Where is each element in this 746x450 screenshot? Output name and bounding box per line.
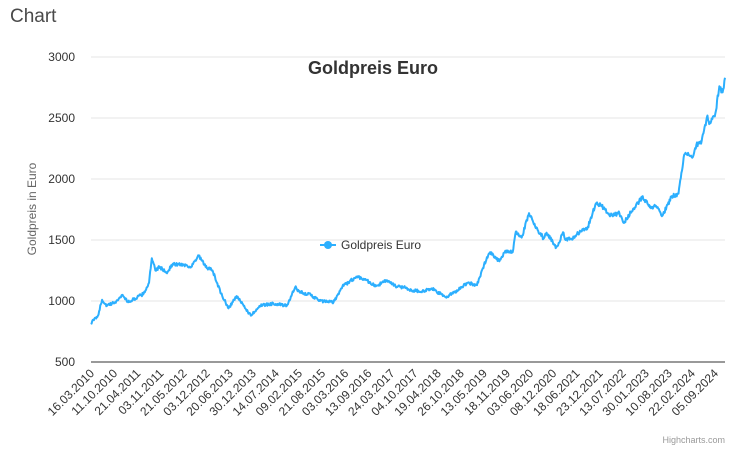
x-tick-labels: 16.03.201011.10.201021.04.201103.11.2011… bbox=[45, 366, 722, 419]
chart-title: Goldpreis Euro bbox=[308, 58, 438, 78]
y-tick-label: 500 bbox=[55, 355, 75, 369]
legend-dot-marker bbox=[324, 241, 332, 249]
y-tick-labels: 500 1000 1500 2000 2500 3000 bbox=[48, 50, 75, 369]
grid-lines bbox=[91, 56, 725, 302]
y-tick-label: 1000 bbox=[48, 294, 75, 308]
series-line-goldpreis-euro[interactable] bbox=[90, 77, 726, 325]
page-heading: Chart bbox=[10, 6, 57, 27]
legend[interactable]: Goldpreis Euro bbox=[320, 238, 421, 252]
y-axis-label: Goldpreis in Euro bbox=[25, 162, 39, 255]
y-tick-label: 2500 bbox=[48, 111, 75, 125]
y-tick-label: 3000 bbox=[48, 50, 75, 64]
legend-item-goldpreis-euro: Goldpreis Euro bbox=[341, 238, 421, 252]
y-tick-label: 2000 bbox=[48, 172, 75, 186]
y-tick-label: 1500 bbox=[48, 233, 75, 247]
credits-link[interactable]: Highcharts.com bbox=[662, 435, 725, 445]
